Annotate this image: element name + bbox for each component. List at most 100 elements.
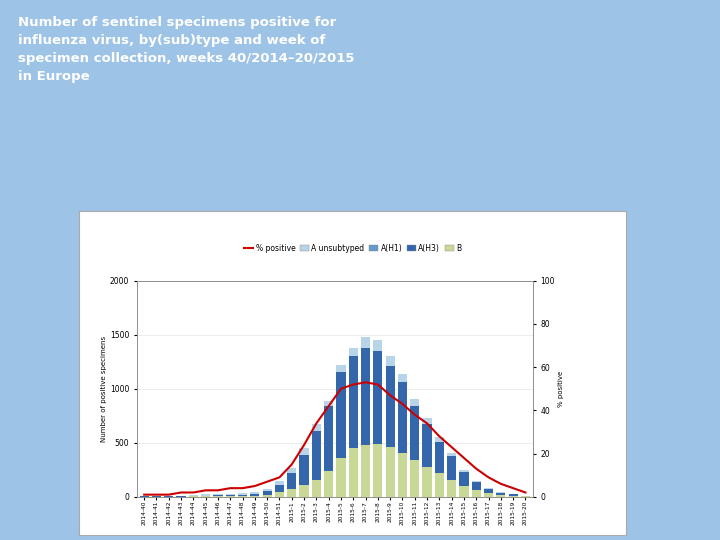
Bar [312,424,321,431]
Bar [398,374,407,382]
Bar [508,496,518,497]
% positive [472,465,480,472]
Bar [263,489,271,491]
Bar [213,496,222,497]
% positive [361,379,370,386]
% positive [410,411,419,418]
% positive [263,478,271,485]
Bar [472,481,481,482]
Bar [447,480,456,497]
Bar [238,495,247,496]
Bar [423,467,432,497]
Bar [312,480,321,497]
Bar [348,348,358,356]
Bar [336,458,346,497]
Text: Number of sentinel specimens positive for
influenza virus, by(sub)type and week : Number of sentinel specimens positive fo… [18,16,354,83]
Bar [201,495,210,496]
Bar [263,495,271,497]
Bar [324,401,333,406]
% positive [423,420,431,427]
Bar [373,351,382,444]
% positive [287,461,296,468]
Bar [373,340,382,351]
Bar [484,488,493,489]
Bar [251,494,259,496]
Bar [287,489,297,497]
Y-axis label: Number of positive specimens: Number of positive specimens [101,336,107,442]
Bar [361,445,370,497]
Bar [496,495,505,497]
Bar [398,453,407,497]
% positive [152,491,161,498]
Bar [484,489,493,493]
Bar [189,495,198,496]
% positive [497,481,505,487]
% positive [140,491,148,498]
% positive [485,474,493,481]
% positive [312,420,320,427]
% positive [275,474,284,481]
% positive [164,491,173,498]
Bar [336,365,346,372]
% positive [374,381,382,388]
% positive [214,487,222,494]
Bar [472,490,481,497]
Bar [251,491,259,494]
Bar [410,460,419,497]
Bar [361,337,370,348]
Line: % positive: % positive [144,382,526,495]
% positive [337,386,346,392]
% positive [189,489,198,496]
% positive [447,444,456,450]
Bar [459,470,469,472]
Bar [398,382,407,453]
Bar [287,468,297,473]
Bar [312,431,321,480]
% positive [349,381,358,388]
% positive [521,489,530,496]
Bar [324,471,333,497]
Bar [472,482,481,490]
Bar [275,481,284,485]
Bar [385,366,395,447]
Bar [508,494,518,496]
% positive [386,392,395,399]
% positive [509,485,518,491]
% positive [238,485,247,491]
Bar [324,406,333,471]
Bar [238,496,247,497]
Bar [300,485,309,497]
Bar [225,495,235,496]
Bar [435,437,444,442]
Bar [435,473,444,497]
Bar [447,456,456,480]
Bar [251,496,259,497]
% positive [202,487,210,494]
Bar [385,356,395,366]
Legend: % positive, A unsubtyped, A(H1), A(H3), B: % positive, A unsubtyped, A(H1), A(H3), … [241,241,464,256]
% positive [226,485,235,491]
Bar [238,493,247,495]
Bar [447,453,456,456]
Bar [300,455,309,485]
Bar [275,485,284,492]
Bar [423,418,432,424]
Bar [275,492,284,497]
Bar [348,448,358,497]
Bar [336,372,346,458]
Bar [300,448,309,455]
Bar [373,444,382,497]
Bar [459,472,469,486]
% positive [459,455,468,461]
Bar [361,348,370,445]
Bar [287,473,297,489]
% positive [176,489,185,496]
Bar [225,494,235,495]
Bar [213,495,222,496]
Bar [459,486,469,497]
Bar [263,491,271,495]
Bar [225,496,235,497]
Bar [348,356,358,448]
% positive [251,483,259,489]
Bar [484,493,493,497]
